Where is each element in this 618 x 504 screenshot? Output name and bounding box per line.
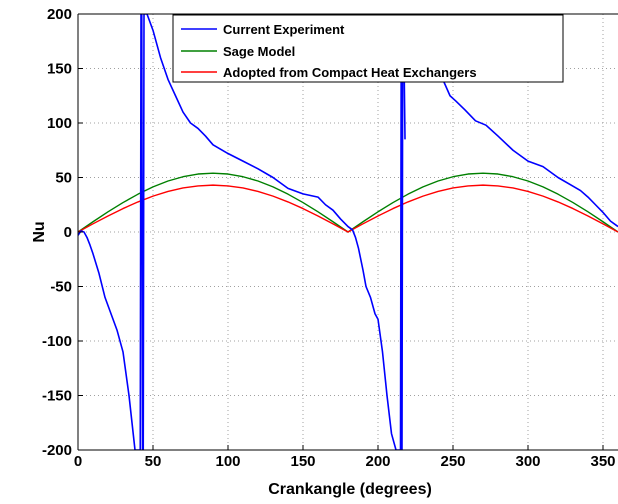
y-tick-label: 150 xyxy=(47,61,72,78)
y-tick-label: -200 xyxy=(42,442,72,459)
series-compact-heat-exchangers xyxy=(78,184,618,233)
y-tick-label: -50 xyxy=(50,279,72,296)
series-current-experiment-a xyxy=(78,14,406,450)
y-tick-label: 100 xyxy=(47,115,72,132)
legend-label-compact-heat-exchangers: Adopted from Compact Heat Exchangers xyxy=(223,65,477,80)
y-tick-label: 200 xyxy=(47,6,72,23)
x-tick-label: 150 xyxy=(290,453,315,470)
y-tick-label: 50 xyxy=(55,170,72,187)
x-tick-label: 100 xyxy=(215,453,240,470)
x-tick-label: 350 xyxy=(590,453,615,470)
x-tick-label: 0 xyxy=(74,453,82,470)
axis-ticks xyxy=(77,13,604,451)
grid-lines xyxy=(78,14,618,450)
legend-label-sage-model: Sage Model xyxy=(223,44,295,59)
x-tick-label: 250 xyxy=(440,453,465,470)
legend-box xyxy=(172,14,564,83)
y-tick-label: 0 xyxy=(64,224,72,241)
y-tick-label: -150 xyxy=(42,388,72,405)
series-current-experiment-b xyxy=(425,14,618,228)
x-axis-label: Crankangle (degrees) xyxy=(268,481,432,498)
series-layer xyxy=(78,14,618,450)
legend: Current Experiment Sage Model Adopted fr… xyxy=(172,14,564,83)
x-tick-label: 50 xyxy=(145,453,162,470)
x-tick-label: 300 xyxy=(515,453,540,470)
x-tick-label: 200 xyxy=(365,453,390,470)
tick-labels: 0 50 100 150 200 250 300 350 200 150 100 50 0 -50 -100… xyxy=(42,6,616,470)
y-tick-label: -100 xyxy=(42,333,72,350)
legend-label-current-experiment: Current Experiment xyxy=(223,22,345,37)
y-axis-label: Nu xyxy=(31,221,48,242)
